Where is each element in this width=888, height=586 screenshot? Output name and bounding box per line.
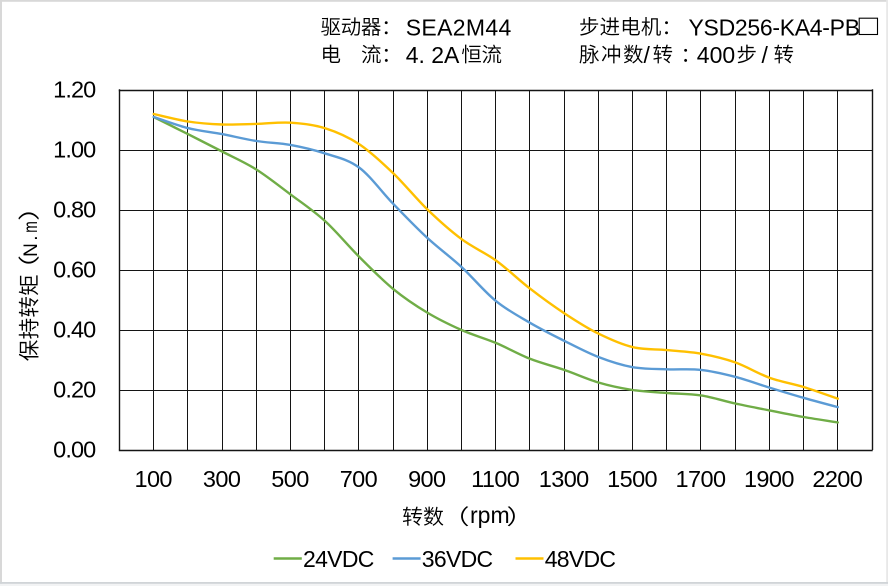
- svg-text:/: /: [762, 42, 769, 68]
- svg-text:.: .: [21, 236, 42, 241]
- svg-text:2200: 2200: [812, 466, 862, 492]
- svg-text:1.00: 1.00: [53, 137, 96, 163]
- svg-text:0.60: 0.60: [53, 257, 96, 283]
- svg-text:500: 500: [271, 466, 309, 492]
- svg-text:400: 400: [697, 42, 735, 68]
- svg-text:1500: 1500: [607, 466, 657, 492]
- svg-text:700: 700: [340, 466, 378, 492]
- svg-text:1.20: 1.20: [53, 77, 96, 103]
- svg-text:300: 300: [203, 466, 241, 492]
- svg-text:m: m: [21, 221, 42, 233]
- svg-text:0.80: 0.80: [53, 197, 96, 223]
- svg-text:100: 100: [134, 466, 172, 492]
- svg-text:1100: 1100: [471, 466, 520, 492]
- svg-text:N: N: [21, 243, 42, 257]
- svg-text:1300: 1300: [539, 466, 589, 492]
- svg-text:SEA2M44: SEA2M44: [406, 15, 512, 41]
- svg-text:rpm: rpm: [470, 502, 510, 528]
- svg-text:1900: 1900: [744, 466, 794, 492]
- svg-text:48VDC: 48VDC: [545, 546, 616, 572]
- svg-text:/: /: [644, 42, 651, 68]
- svg-text:900: 900: [408, 466, 446, 492]
- svg-text:YSD256-KA4-PB: YSD256-KA4-PB: [689, 15, 860, 41]
- svg-text:0.20: 0.20: [53, 377, 96, 403]
- svg-text:0.40: 0.40: [53, 317, 96, 343]
- svg-text:4. 2A: 4. 2A: [406, 42, 460, 68]
- svg-text:36VDC: 36VDC: [422, 546, 493, 572]
- svg-text:24VDC: 24VDC: [303, 546, 374, 572]
- svg-text:1700: 1700: [676, 466, 726, 492]
- svg-text:0.00: 0.00: [53, 437, 96, 463]
